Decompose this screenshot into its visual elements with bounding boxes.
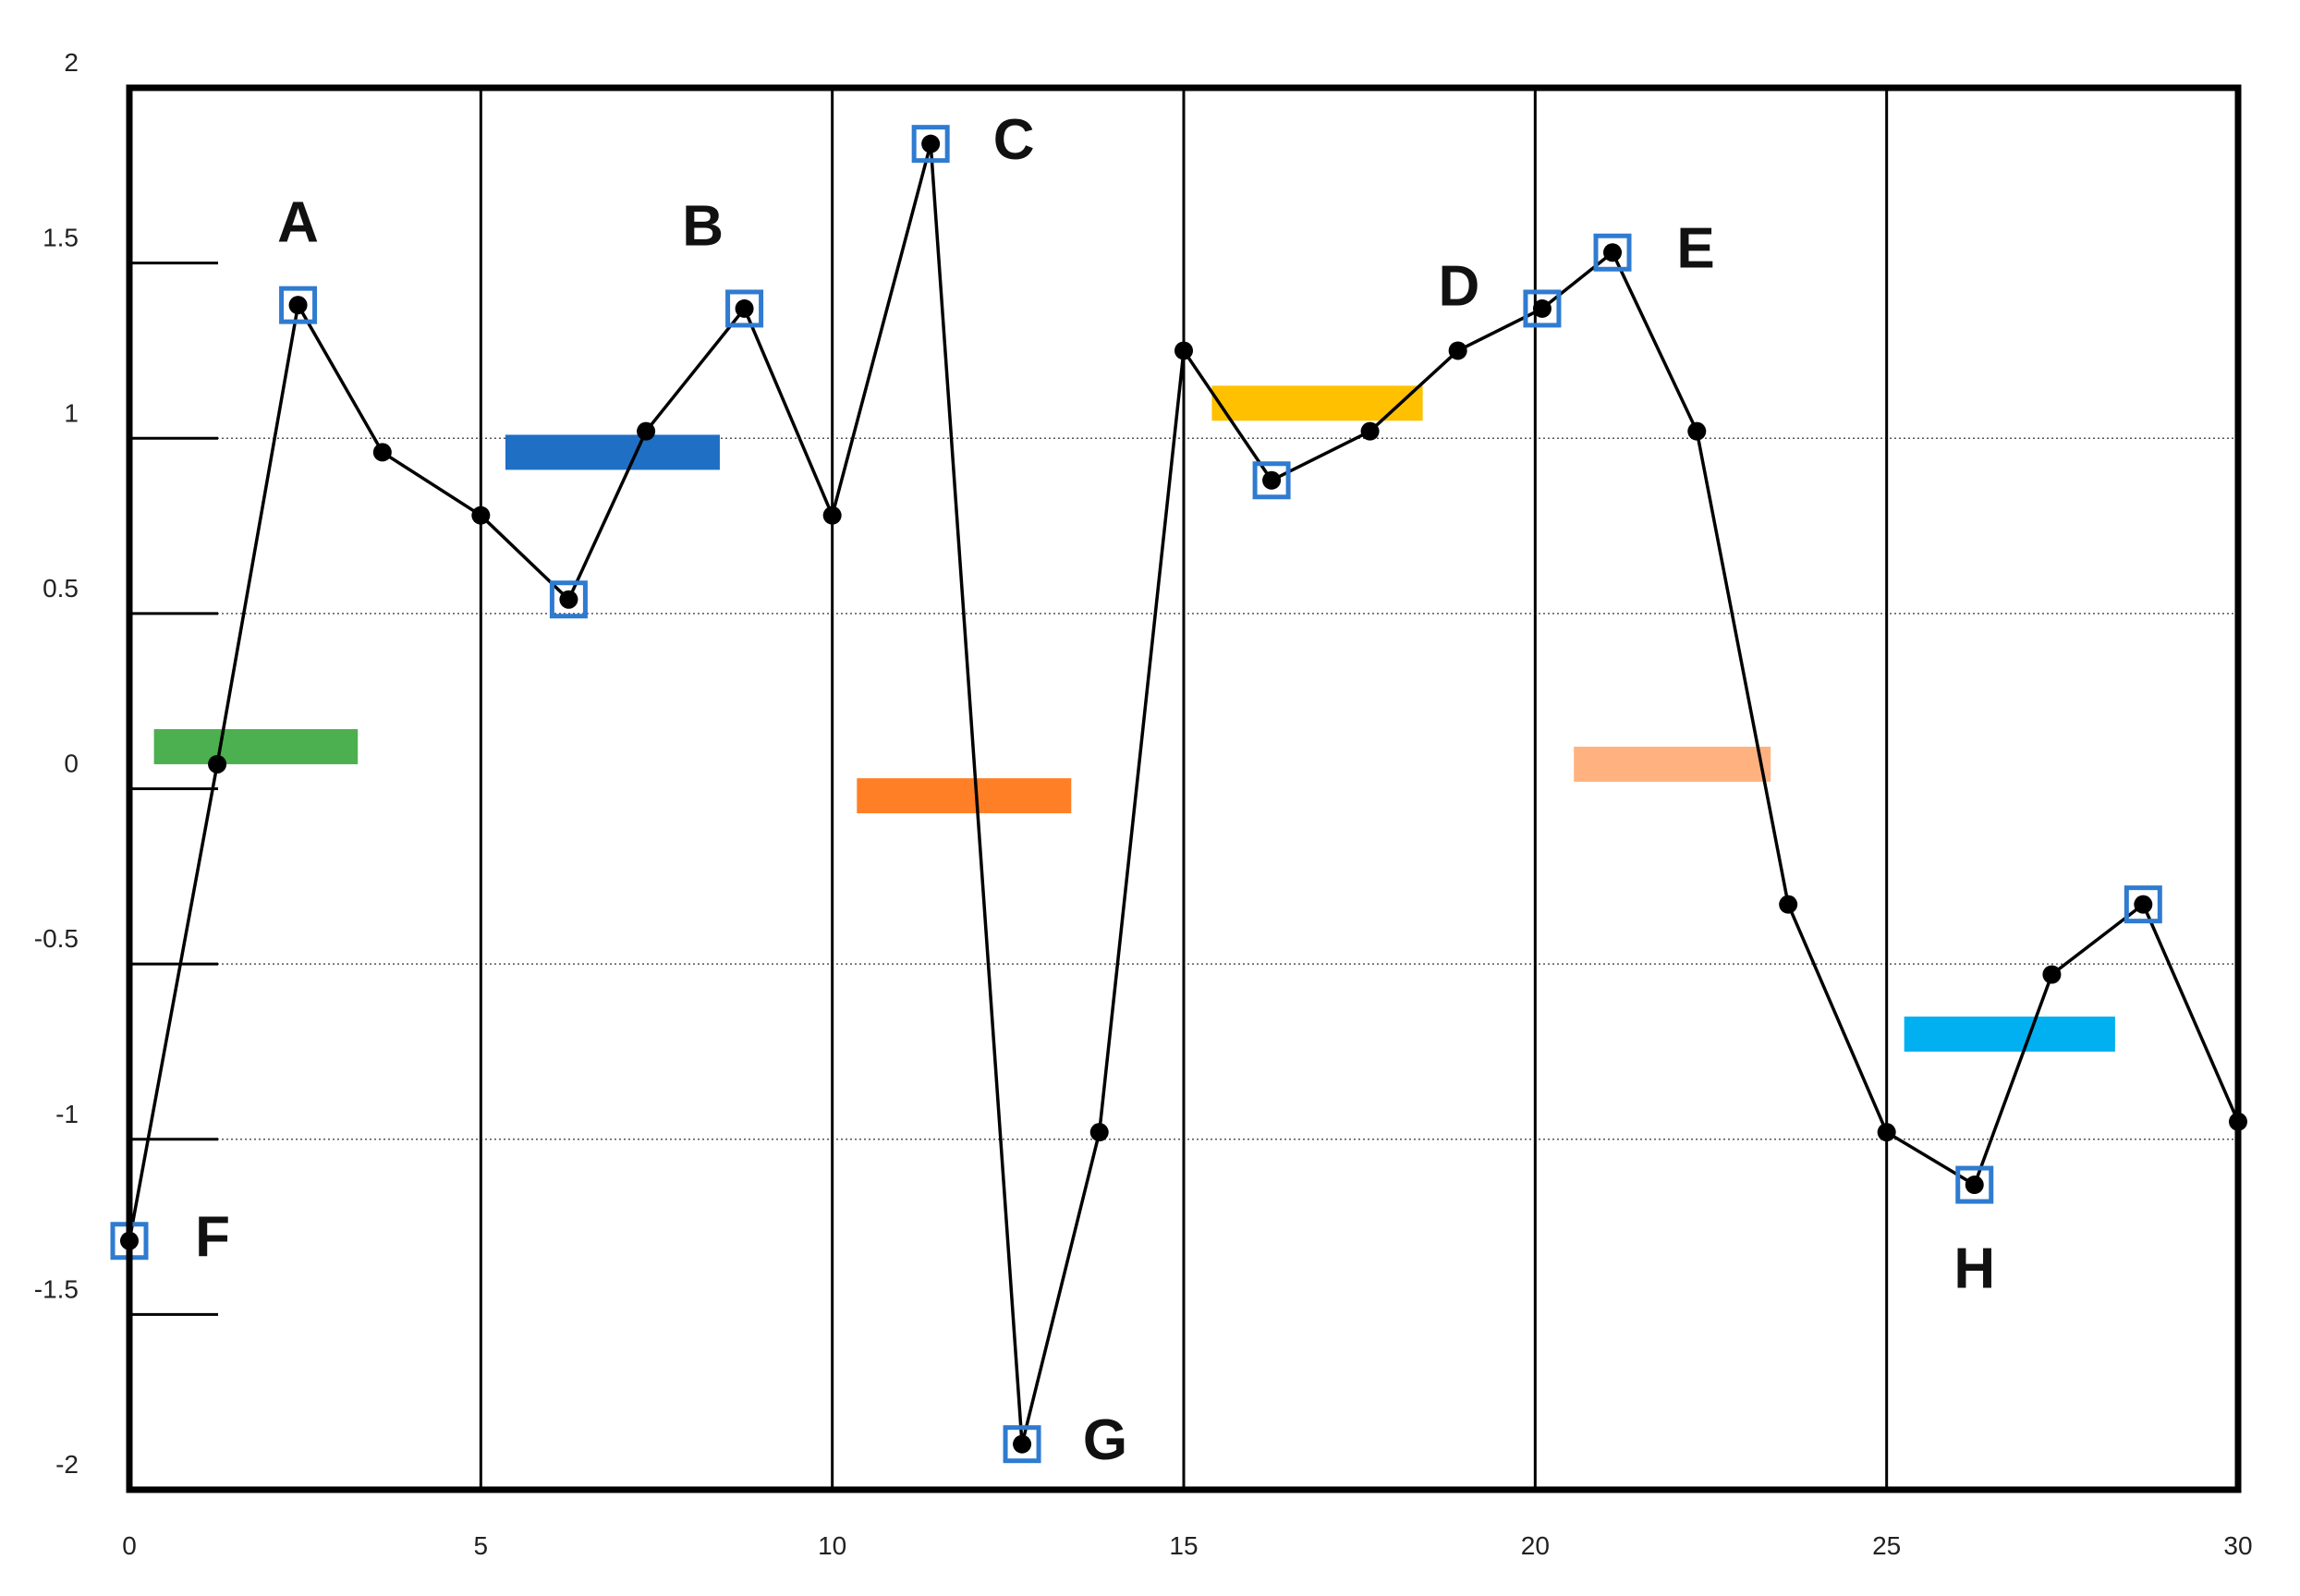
data-point [1013,1434,1032,1454]
marker-box [1252,461,1291,500]
x-tick-label: 25 [1872,1531,1901,1560]
marker-box [549,580,588,619]
data-point [1532,298,1552,318]
data-point [288,296,308,315]
y-tick-label: 1.5 [43,224,79,252]
marker-box [2124,885,2162,924]
y-tick-label: -1 [55,1100,79,1128]
point-label-h: H [1953,1237,1995,1300]
y-tick-marks [129,262,218,1316]
colored-bar [1904,1017,2115,1052]
data-series [120,134,2247,1454]
data-point [1687,421,1707,441]
marker-box [911,125,950,164]
x-tick-label: 15 [1169,1531,1198,1560]
y-tick-label: -0.5 [34,924,79,953]
marker-box [1593,233,1632,272]
data-point [372,443,392,462]
point-label-g: G [1083,1408,1127,1472]
point-labels: A B C D E F G H [195,108,1995,1472]
data-point [2042,965,2062,984]
point-label-a: A [277,191,319,255]
x-tick-labels: 0 5 10 15 20 25 30 [122,1531,2252,1560]
data-point [735,298,754,318]
point-label-c: C [993,108,1035,172]
y-tick-label: -1.5 [34,1274,79,1303]
data-point [208,754,227,774]
data-point [471,506,491,525]
x-tick-label: 0 [122,1531,137,1560]
data-point [1360,421,1380,441]
y-tick-label: 0 [64,749,79,778]
y-tick-labels: 2 1.5 1 0.5 0 -0.5 -1 -1.5 -2 [34,48,79,1479]
data-point [1448,341,1467,360]
data-point [1603,243,1623,262]
x-tick-label: 30 [2223,1531,2252,1560]
colored-bar [1574,746,1771,782]
y-tick-label: -2 [55,1450,79,1479]
plot-frame [126,84,2242,1493]
point-label-b: B [682,194,724,258]
marker-box [1003,1425,1041,1464]
data-point [1089,1123,1109,1142]
data-point [1174,341,1193,360]
vertical-grid [479,88,1889,1490]
x-tick-label: 20 [1521,1531,1550,1560]
data-point [559,590,578,609]
colored-bar [505,434,720,470]
marker-box [725,289,764,328]
data-point [1965,1176,1984,1195]
data-point [2134,895,2153,914]
data-point [1877,1123,1896,1142]
colored-bars [153,385,2115,1052]
x-tick-label: 10 [818,1531,846,1560]
data-point [1779,895,1798,914]
data-point [822,506,842,525]
data-point [1262,470,1282,490]
marker-box [1523,289,1562,328]
y-tick-label: 1 [64,398,79,427]
data-point [637,421,656,441]
marker-box [1955,1165,1994,1204]
colored-bar [1211,385,1423,421]
x-tick-label: 5 [474,1531,489,1560]
y-tick-label: 2 [64,48,79,77]
point-label-f: F [195,1205,230,1269]
point-label-e: E [1676,217,1714,281]
y-tick-label: 0.5 [43,574,79,603]
data-point [921,134,941,153]
point-label-d: D [1439,254,1480,318]
marker-box [279,286,318,324]
colored-bar [153,729,359,764]
colored-bar [857,778,1072,814]
